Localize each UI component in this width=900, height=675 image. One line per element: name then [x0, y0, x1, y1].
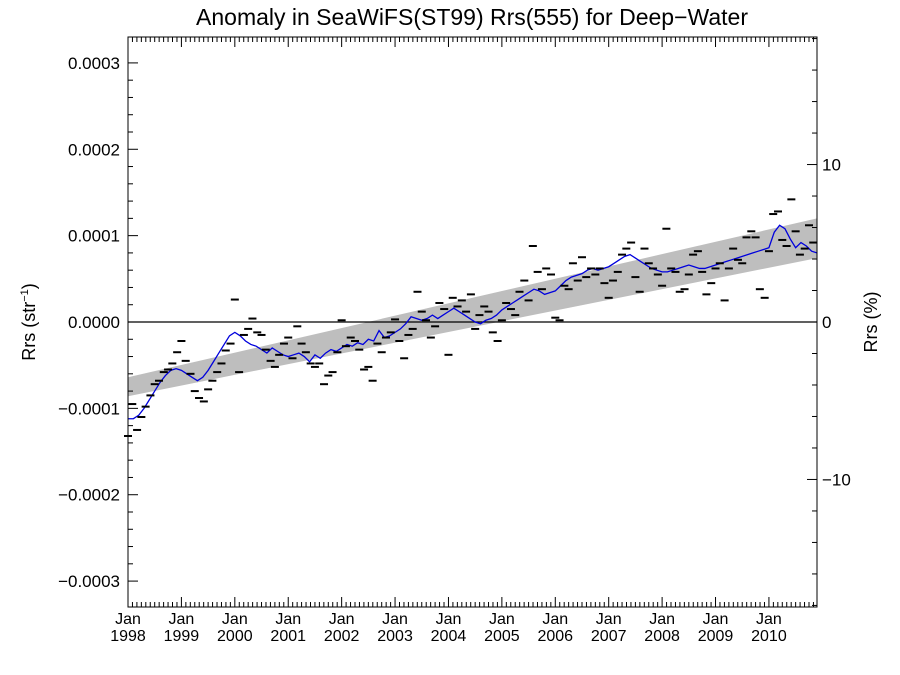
- x-tick-year-label: 2000: [217, 628, 253, 645]
- chart-title: Anomaly in SeaWiFS(ST99) Rrs(555) for De…: [196, 4, 748, 30]
- x-tick-year-label: 2006: [537, 628, 573, 645]
- x-tick-month-label: Jan: [382, 611, 408, 628]
- x-tick-year-label: 2005: [484, 628, 520, 645]
- y2-tick-label: 0: [822, 313, 831, 332]
- x-tick-month-label: Jan: [275, 611, 301, 628]
- x-tick-year-label: 2009: [698, 628, 734, 645]
- x-tick-year-label: 2001: [270, 628, 306, 645]
- y-tick-label: −0.0001: [58, 399, 120, 418]
- x-tick-month-label: Jan: [649, 611, 675, 628]
- x-tick-year-label: 2008: [644, 628, 680, 645]
- y-axis-label-sup: −1: [19, 289, 31, 302]
- y-axis-label: Rrs (str−1): [19, 283, 39, 361]
- y2-axis-label: Rrs (%): [861, 292, 881, 353]
- y2-tick-label: −10: [822, 470, 851, 489]
- x-tick-month-label: Jan: [596, 611, 622, 628]
- y2-tick-label: 10: [822, 156, 841, 175]
- x-tick-year-label: 2010: [751, 628, 787, 645]
- y-tick-label: 0.0003: [68, 54, 120, 73]
- x-tick-year-label: 2007: [591, 628, 627, 645]
- y-tick-label: 0.0001: [68, 227, 120, 246]
- y-axis-label-main: Rrs (str: [19, 302, 39, 361]
- x-tick-year-label: 1999: [164, 628, 200, 645]
- x-tick-month-label: Jan: [703, 611, 729, 628]
- y-tick-label: 0.0000: [68, 313, 120, 332]
- running-mean-line: [128, 224, 817, 420]
- x-tick-month-label: Jan: [169, 611, 195, 628]
- trend-band-layer: [128, 218, 817, 397]
- x-tick-year-label: 2002: [324, 628, 360, 645]
- y-tick-label: −0.0002: [58, 486, 120, 505]
- x-tick-month-label: Jan: [329, 611, 355, 628]
- x-tick-month-label: Jan: [115, 611, 141, 628]
- y-axis-ticks: 0.0003 0.0002 0.0001 0.0000 −0.0001 −0.0002 −0…: [58, 54, 138, 591]
- y2-axis-ticks: 10 0 −10: [807, 38, 851, 606]
- y-axis-label-close: ): [19, 283, 39, 289]
- monthly-anomaly-layer: [124, 198, 818, 437]
- x-axis-ticks: Jan1998Jan1999Jan2000Jan2001Jan2002Jan20…: [110, 37, 814, 645]
- y-tick-label: −0.0003: [58, 572, 120, 591]
- x-tick-month-label: Jan: [436, 611, 462, 628]
- x-tick-year-label: 2003: [377, 628, 413, 645]
- x-tick-month-label: Jan: [542, 611, 568, 628]
- x-tick-year-label: 2004: [431, 628, 467, 645]
- trend-band: [128, 218, 817, 397]
- x-tick-year-label: 1998: [110, 628, 146, 645]
- x-tick-month-label: Jan: [489, 611, 515, 628]
- x-tick-month-label: Jan: [222, 611, 248, 628]
- running-mean-layer: [128, 224, 817, 420]
- x-tick-month-label: Jan: [756, 611, 782, 628]
- y-tick-label: 0.0002: [68, 140, 120, 159]
